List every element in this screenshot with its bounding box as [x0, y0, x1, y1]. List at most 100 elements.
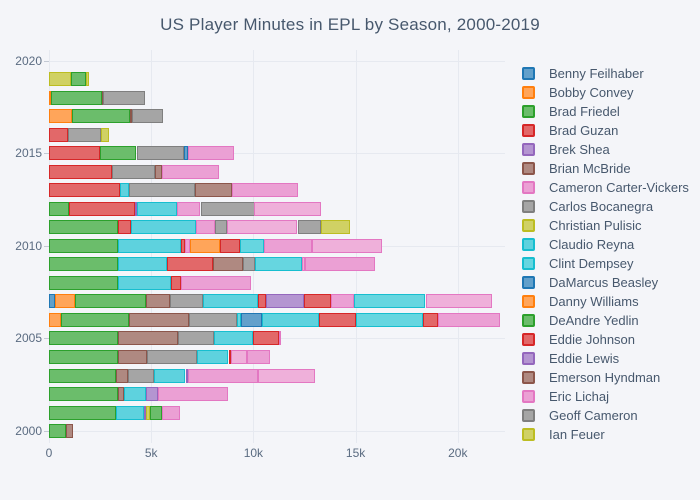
bar-segment-2003-3-cyan[interactable]: [153, 368, 186, 383]
bar-segment-2011-6-gray[interactable]: [297, 220, 321, 235]
bar-segment-2004-1-brown[interactable]: [117, 349, 147, 364]
bar-segment-2002-0-green[interactable]: [49, 387, 118, 401]
bar-segment-2009-5-cyan2[interactable]: [255, 257, 302, 272]
bar-segment-2003-4-purple[interactable]: [185, 368, 188, 383]
bar-segment-2006-3-gray[interactable]: [188, 312, 237, 327]
bar-segment-2012-6-pink2[interactable]: [254, 201, 321, 216]
bar-segment-2009-1-cyan[interactable]: [117, 257, 168, 272]
bar-segment-2013-3-brown[interactable]: [195, 183, 233, 198]
legend-item-eddie-lewis[interactable]: Eddie Lewis: [522, 349, 698, 368]
bar-segment-2005-0-green[interactable]: [49, 331, 118, 346]
bar-segment-2006-10-pink[interactable]: [437, 312, 501, 327]
bar-segment-2016-2-olive[interactable]: [100, 127, 109, 142]
bar-segment-2012-3-cyan[interactable]: [137, 201, 178, 216]
bar-segment-2019-0-olive[interactable]: [49, 72, 72, 87]
legend-item-deandre-yedlin[interactable]: DeAndre Yedlin: [522, 311, 698, 330]
bar-segment-2004-3-cyan[interactable]: [197, 349, 229, 364]
bar-segment-2000-0-green[interactable]: [49, 424, 66, 438]
bar-segment-2012-4-pink[interactable]: [177, 201, 201, 216]
bar-segment-2004-6-pink[interactable]: [246, 349, 271, 364]
bar-segment-2009-3-brown[interactable]: [212, 257, 244, 272]
bar-segment-2009-7-pink[interactable]: [304, 257, 375, 272]
bar-segment-2011-4-gray[interactable]: [214, 220, 227, 235]
bar-segment-2013-0-red[interactable]: [49, 183, 120, 198]
bar-segment-2006-1-green[interactable]: [60, 312, 130, 327]
legend-item-eddie-johnson[interactable]: Eddie Johnson: [522, 330, 698, 349]
legend-item-christian-pulisic[interactable]: Christian Pulisic: [522, 216, 698, 235]
bar-segment-2017-0-orange[interactable]: [49, 109, 73, 124]
bar-segment-2005-3-cyan[interactable]: [214, 331, 254, 346]
bar-segment-2007-2-green[interactable]: [75, 294, 146, 309]
bar-segment-2007-10-cyan2[interactable]: [354, 294, 426, 309]
bar-segment-2012-5-gray[interactable]: [200, 201, 255, 216]
bar-segment-2005-2-gray[interactable]: [178, 331, 215, 346]
bar-segment-2003-6-pink2[interactable]: [257, 368, 315, 383]
legend-item-eric-lichaj[interactable]: Eric Lichaj: [522, 387, 698, 406]
bar-segment-2011-5-pink2[interactable]: [226, 220, 298, 235]
bar-segment-2010-1-cyan[interactable]: [117, 238, 181, 253]
bar-segment-2007-11-pink2[interactable]: [425, 294, 492, 309]
bar-segment-2001-1-cyan[interactable]: [115, 405, 144, 420]
legend-item-benny-feilhaber[interactable]: Benny Feilhaber: [522, 64, 698, 83]
bar-segment-2007-5-cyan[interactable]: [202, 294, 258, 309]
bar-segment-2001-2-purple[interactable]: [143, 405, 147, 420]
bar-segment-2017-1-green[interactable]: [72, 109, 130, 124]
legend-item-brad-guzan[interactable]: Brad Guzan: [522, 121, 698, 140]
bar-segment-2018-1-green[interactable]: [51, 90, 102, 105]
bar-segment-2011-2-cyan[interactable]: [131, 220, 197, 235]
legend-item-brek-shea[interactable]: Brek Shea: [522, 140, 698, 159]
bar-segment-2009-4-gray[interactable]: [243, 257, 256, 272]
bar-segment-2001-4-green[interactable]: [149, 405, 163, 420]
legend-item-cameron-carter-vickers[interactable]: Cameron Carter-Vickers: [522, 178, 698, 197]
bar-segment-2005-4-red[interactable]: [253, 331, 280, 346]
bar-segment-2008-0-green[interactable]: [49, 275, 118, 290]
bar-segment-2004-0-green[interactable]: [49, 349, 118, 364]
bar-segment-2007-8-red[interactable]: [304, 294, 331, 309]
legend-item-clint-dempsey[interactable]: Clint Dempsey: [522, 254, 698, 273]
bar-segment-2003-2-gray[interactable]: [128, 368, 154, 383]
bar-segment-2008-3-pink[interactable]: [181, 275, 252, 290]
bar-segment-2015-2-gray[interactable]: [136, 146, 185, 161]
bar-segment-2013-2-gray[interactable]: [129, 183, 196, 198]
bar-segment-2015-4-pink[interactable]: [188, 146, 235, 161]
bar-segment-2014-0-red[interactable]: [49, 164, 112, 179]
bar-segment-2015-0-red[interactable]: [49, 146, 100, 161]
bar-segment-2012-2-purple[interactable]: [134, 201, 137, 216]
bar-segment-2007-4-gray[interactable]: [170, 294, 203, 309]
bar-segment-2010-4-orange[interactable]: [190, 238, 221, 253]
bar-segment-2006-0-orange[interactable]: [49, 312, 61, 327]
bar-segment-2007-6-red[interactable]: [257, 294, 267, 309]
bar-segment-2010-5-red[interactable]: [220, 238, 240, 253]
bar-segment-2018-0-orange[interactable]: [49, 90, 51, 105]
legend-item-brian-mcbride[interactable]: Brian McBride: [522, 159, 698, 178]
bar-segment-2016-0-red[interactable]: [49, 127, 68, 142]
bar-segment-2010-8-pink2[interactable]: [312, 238, 382, 253]
legend-item-emerson-hyndman[interactable]: Emerson Hyndman: [522, 368, 698, 387]
bar-segment-2014-3-pink[interactable]: [162, 164, 220, 179]
bar-segment-2006-6-cyan[interactable]: [262, 312, 320, 327]
bar-segment-2005-5-pink[interactable]: [279, 331, 282, 346]
bar-segment-2014-1-gray[interactable]: [111, 164, 155, 179]
bar-segment-2007-0-blue[interactable]: [49, 294, 55, 309]
bar-segment-2018-3-gray[interactable]: [103, 90, 146, 105]
bar-segment-2001-3-olive[interactable]: [146, 405, 150, 420]
legend-item-danny-williams[interactable]: Danny Williams: [522, 292, 698, 311]
bar-segment-2007-9-pink[interactable]: [330, 294, 355, 309]
bar-segment-2006-5-blue[interactable]: [241, 312, 262, 327]
bar-segment-2017-2-brown[interactable]: [129, 109, 133, 124]
bar-segment-2019-2-olive[interactable]: [86, 72, 90, 87]
bar-segment-2007-7-purple[interactable]: [266, 294, 305, 309]
bar-segment-2001-5-pink[interactable]: [162, 405, 180, 420]
legend-item-ian-feuer[interactable]: Ian Feuer: [522, 425, 698, 444]
bar-segment-2006-4-cyan2[interactable]: [236, 312, 242, 327]
bar-segment-2007-3-brown[interactable]: [145, 294, 171, 309]
bar-segment-2010-3-pink[interactable]: [184, 238, 190, 253]
bar-segment-2013-1-cyan[interactable]: [119, 183, 130, 198]
bar-segment-2011-7-olive[interactable]: [320, 220, 350, 235]
bar-segment-2015-1-green[interactable]: [99, 146, 137, 161]
bar-segment-2009-0-green[interactable]: [49, 257, 118, 272]
bar-segment-2010-6-cyan2[interactable]: [239, 238, 265, 253]
bar-segment-2006-7-red[interactable]: [319, 312, 356, 327]
bar-segment-2011-0-green[interactable]: [49, 220, 118, 235]
bar-segment-2002-2-cyan[interactable]: [124, 387, 146, 401]
